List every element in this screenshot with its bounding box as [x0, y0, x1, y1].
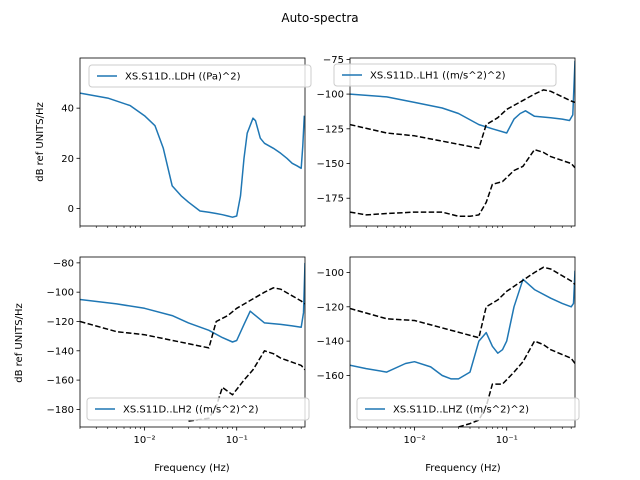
subplot-bottom-left: 10⁻² 10⁻¹ −180 −160 −140 −120 −100 −80 XS.S11D..… — [47, 256, 310, 446]
noise-model-line — [458, 340, 575, 427]
y-tick-label: −100 — [317, 90, 344, 101]
axes-frame — [349, 57, 576, 227]
x-axis-label-bottom-left: Frequency (Hz) — [154, 463, 230, 474]
axes-frame — [79, 256, 306, 428]
noise-model-line — [350, 148, 575, 218]
subplot-top-left: 0 20 40 XS.S11D..LDH ((Pa)^2) — [61, 57, 312, 228]
legend-label: XS.S11D..LH1 ((m/s^2)^2) — [370, 71, 506, 82]
x-tick-label: 10⁻² — [133, 435, 155, 446]
noise-model-line — [350, 266, 575, 339]
legend: XS.S11D..LH1 ((m/s^2)^2) — [333, 63, 557, 87]
y-tick-label: −180 — [47, 405, 74, 416]
legend-label: XS.S11D..LH2 ((m/s^2)^2) — [123, 405, 259, 416]
spectrum-line — [80, 262, 305, 343]
y-tick-label: −80 — [53, 258, 74, 269]
legend-label: XS.S11D..LHZ ((m/s^2)^2) — [393, 405, 529, 416]
y-tick-label: −125 — [317, 124, 344, 135]
axes-frame — [79, 57, 306, 227]
legend-box — [356, 397, 580, 421]
y-axis-label-top-left: dB ref UNITS/Hz — [35, 102, 46, 181]
legend: XS.S11D..LHZ ((m/s^2)^2) — [356, 397, 580, 421]
y-tick-label: −150 — [317, 159, 344, 170]
x-tick-label: 10⁻² — [403, 435, 425, 446]
y-tick-label: 20 — [61, 154, 74, 165]
spectrum-line — [350, 270, 575, 380]
y-tick-label: −120 — [47, 317, 74, 328]
legend-label: XS.S11D..LDH ((Pa)^2) — [125, 72, 241, 83]
x-axis-label-bottom-right: Frequency (Hz) — [425, 463, 501, 474]
figure-title: Auto-spectra — [281, 11, 358, 25]
series-group — [350, 266, 575, 427]
x-tick-label: 10⁻¹ — [226, 435, 248, 446]
noise-model-line — [350, 89, 575, 149]
series-group — [350, 60, 575, 218]
legend: XS.S11D..LDH ((Pa)^2) — [88, 64, 312, 88]
y-axis-label-bottom-left: dB ref UNITS/Hz — [14, 303, 25, 382]
spectrum-line — [80, 92, 305, 218]
y-tick-label: 40 — [61, 104, 74, 115]
y-tick-label: −140 — [317, 337, 344, 348]
y-tick-label: −100 — [317, 268, 344, 279]
y-tick-label: −75 — [323, 55, 344, 66]
y-tick-label: −100 — [47, 288, 74, 299]
subplot-top-right: −175 −150 −125 −100 −75 XS.S11D..LH1 ((m/s^2)… — [317, 55, 576, 228]
y-tick-label: −160 — [317, 371, 344, 382]
axes-frame — [349, 256, 576, 428]
legend: XS.S11D..LH2 ((m/s^2)^2) — [86, 397, 310, 421]
y-tick-label: −175 — [317, 194, 344, 205]
y-tick-label: −140 — [47, 346, 74, 357]
series-group — [80, 92, 305, 218]
noise-model-line — [80, 287, 305, 349]
legend-box — [333, 63, 557, 87]
legend-box — [86, 397, 310, 421]
spectrum-line — [350, 60, 575, 134]
x-tick-label: 10⁻¹ — [496, 435, 518, 446]
legend-box — [88, 64, 312, 88]
y-tick-label: 0 — [68, 204, 74, 215]
y-tick-label: −120 — [317, 302, 344, 313]
y-tick-label: −160 — [47, 376, 74, 387]
subplot-bottom-right: 10⁻² 10⁻¹ −160 −140 −120 −100 XS.S11D..LHZ ((m… — [317, 256, 580, 446]
